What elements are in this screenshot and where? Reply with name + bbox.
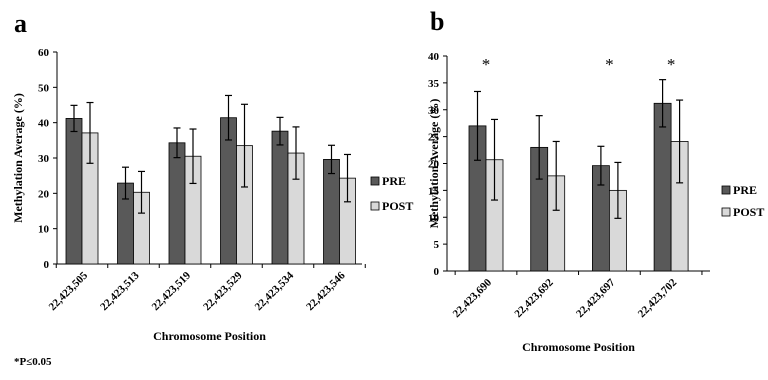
y-tick-label: 40 (38, 118, 50, 130)
significance-marker: * (667, 55, 676, 74)
pre-bar (65, 118, 83, 265)
pre-bar (168, 142, 186, 265)
y-tick-label: 15 (428, 185, 440, 197)
x-tick-label: 22,423,692 (512, 276, 556, 320)
y-tick-label: 10 (428, 212, 440, 224)
y-tick-label: 10 (38, 224, 50, 236)
x-tick-label: 22,423,690 (451, 276, 495, 320)
y-tick-label: 20 (38, 188, 50, 200)
x-axis-title: Chromosome Position (153, 329, 266, 343)
panel-label: a (14, 9, 27, 38)
legend-swatch-pre (370, 176, 380, 186)
legend-swatch-post (370, 201, 380, 211)
y-tick-label: 35 (428, 78, 440, 90)
y-tick-label: 25 (428, 132, 440, 144)
legend-label-post: POST (382, 199, 413, 213)
x-tick-label: 22,423,697 (574, 276, 618, 320)
panel-a-chart: a 0 10 20 30 40 50 60 Methylation Average (%) 22,… (11, 9, 413, 343)
x-axis-title: Chromosome Position (522, 340, 635, 354)
significance-marker: * (605, 55, 614, 74)
pre-bar (653, 102, 672, 272)
x-tick-label: 22,423,546 (304, 269, 348, 313)
y-axis-title: Methylation Average (%) (11, 93, 25, 223)
legend-label-pre: PRE (382, 174, 406, 188)
legend-label-post: POST (733, 205, 764, 219)
pre-bar (323, 159, 340, 265)
y-tick-label: 0 (44, 259, 50, 271)
y-tick-label: 30 (428, 105, 440, 117)
y-tick-label: 5 (434, 239, 440, 251)
y-tick-label: 0 (434, 266, 440, 278)
x-tick-label: 22,423,505 (47, 269, 91, 313)
legend-swatch-pre (721, 185, 731, 195)
x-tick-label: 22,423,519 (150, 269, 194, 313)
legend-label-pre: PRE (733, 183, 757, 197)
panel-b-chart: b 0 5 10 15 20 25 30 35 40 Methylation Average (%)… (427, 7, 764, 354)
y-tick-label: 20 (428, 159, 440, 171)
y-tick-label: 50 (38, 82, 50, 94)
significance-marker: * (482, 55, 491, 74)
y-tick-label: 30 (38, 153, 50, 165)
y-tick-label: 40 (428, 51, 440, 63)
significance-footnote: *P≤0.05 (14, 356, 52, 368)
panel-label: b (430, 7, 444, 36)
y-axis-title: Methylation Average (%) (427, 99, 441, 229)
pre-bar (271, 130, 289, 265)
x-tick-label: 22,423,534 (253, 269, 297, 313)
legend-swatch-post (721, 207, 731, 217)
x-tick-label: 22,423,529 (201, 269, 245, 313)
x-tick-label: 22,423,513 (98, 269, 142, 313)
x-tick-label: 22,423,702 (636, 276, 680, 320)
y-tick-label: 60 (38, 47, 50, 59)
